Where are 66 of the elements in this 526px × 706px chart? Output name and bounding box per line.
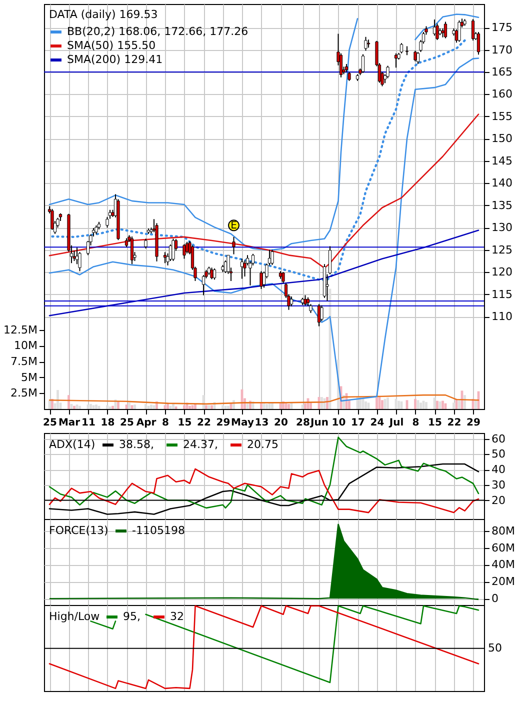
legend-title: ADX(14) [49, 438, 96, 451]
x-tick-label: Apr [136, 418, 156, 428]
y-tick-label: 115 [492, 288, 512, 301]
x-tick-label: 28 [296, 418, 310, 428]
y-tick-label: 165 [492, 66, 512, 79]
legend-label: BB(20,2) 168.06, 172.66, 177.26 [67, 25, 248, 38]
y-tick-label: 0 [492, 592, 498, 606]
x-tick-label: 29 [216, 418, 230, 428]
legend-label: 32 [170, 610, 184, 623]
x-tick-label: 18 [100, 418, 115, 428]
y2-tick-label: 12.5M [4, 323, 38, 336]
legend-label: 24.37, [183, 438, 218, 451]
y-tick-label: 150 [492, 132, 512, 146]
y-tick-label: 60M [492, 541, 515, 554]
y-tick-label: 20 [492, 494, 506, 507]
legend-label: 95, [123, 610, 140, 623]
y-tick-label: 120 [492, 266, 512, 279]
x-tick-label: 11 [82, 418, 96, 428]
x-tick-label: 17 [351, 418, 365, 428]
y-tick-label: 170 [492, 43, 512, 56]
y-tick-label: 160 [492, 88, 512, 101]
legend-title: FORCE(13) [49, 524, 108, 537]
y-tick-label: 40 [492, 463, 506, 476]
legend-label: 20.75 [247, 438, 278, 451]
x-tick-label: 22 [447, 418, 462, 428]
y-tick-label: 40M [492, 558, 515, 572]
x-tick-label: Mar [58, 418, 80, 428]
legend-title: High/Low [49, 610, 100, 623]
y-tick-label: 80M [492, 524, 515, 538]
x-tick-label: 29 [466, 418, 480, 428]
y-tick-label: 125 [492, 243, 512, 256]
y-tick-label: 155 [492, 110, 512, 123]
y-tick-label: 20M [492, 575, 515, 588]
x-tick-label: 10 [332, 418, 346, 428]
x-tick-label: 24 [370, 418, 384, 428]
y-tick-label: 135 [492, 198, 512, 212]
legend-title: DATA (daily) 169.53 [49, 8, 158, 21]
legend-label: SMA(50) 155.50 [67, 39, 156, 52]
legend-label: 38.58, [119, 438, 154, 451]
x-tick-label: 22 [197, 418, 211, 428]
x-tick-label: 8 [412, 418, 420, 428]
y-tick-label: 60 [492, 432, 506, 446]
x-tick-label: 25 [120, 418, 134, 428]
x-tick-label: May [231, 418, 254, 428]
legend-label: -1105198 [132, 524, 185, 537]
y-tick-label: 140 [492, 176, 512, 190]
y2-tick-label: 2.5M [10, 386, 38, 400]
annotation: E [230, 220, 237, 232]
x-tick-label: Jul [388, 418, 404, 428]
x-tick-label: 25 [43, 418, 57, 428]
x-tick-label: 13 [254, 418, 269, 428]
x-tick-label: 15 [428, 418, 442, 428]
y-tick-label: 50 [492, 448, 506, 461]
y-tick-label: 145 [492, 154, 512, 168]
y-tick-label: 30 [492, 478, 506, 492]
y2-tick-label: 5M [21, 370, 38, 384]
y2-tick-label: 10M [14, 339, 38, 352]
x-tick-label: Jun [310, 418, 328, 428]
y-tick-label: 175 [492, 21, 512, 34]
y2-tick-label: 7.5M [10, 355, 38, 368]
legend-label: SMA(200) 129.41 [67, 53, 163, 66]
y-tick-label: 130 [492, 221, 512, 234]
x-tick-label: 8 [162, 418, 170, 428]
x-tick-label: 20 [274, 418, 288, 428]
x-tick-label: 15 [178, 418, 192, 428]
y-tick-label: 110 [492, 310, 512, 324]
